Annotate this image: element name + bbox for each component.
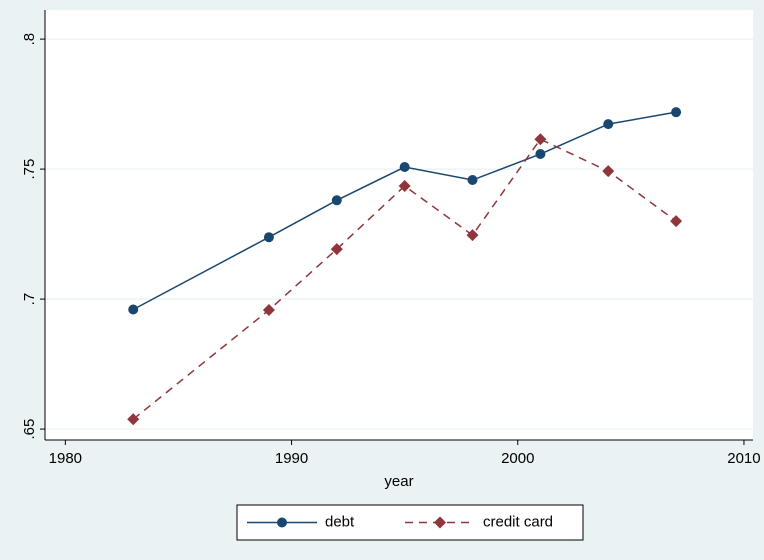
x-tick-label: 1990 xyxy=(275,450,308,467)
marker xyxy=(277,517,287,528)
marker xyxy=(434,516,446,529)
x-tick-label: 2000 xyxy=(501,450,534,467)
series-line xyxy=(132,111,677,311)
series-line xyxy=(132,138,677,420)
marker xyxy=(263,232,274,243)
marker xyxy=(399,162,410,173)
marker xyxy=(128,304,139,315)
marker xyxy=(467,175,478,186)
marker xyxy=(331,195,342,206)
marker xyxy=(262,304,275,317)
plot-area xyxy=(45,10,753,440)
marker xyxy=(670,215,683,228)
marker xyxy=(535,149,546,160)
marker xyxy=(127,413,140,426)
marker xyxy=(602,165,615,178)
x-tick-label: 1980 xyxy=(49,450,82,467)
x-tick-label: 2010 xyxy=(727,450,760,467)
marker xyxy=(534,133,547,146)
x-axis-title: year xyxy=(384,473,413,490)
y-tick-label: .7 xyxy=(21,293,38,306)
marker xyxy=(671,107,682,118)
marker xyxy=(330,243,343,256)
legend: debt credit card xyxy=(236,504,584,541)
y-tick-label: .65 xyxy=(21,419,38,440)
y-tick-label: .8 xyxy=(21,33,38,46)
marker xyxy=(603,119,614,130)
marker xyxy=(466,229,479,242)
legend-label: debt xyxy=(325,513,355,530)
legend-label: credit card xyxy=(483,513,553,530)
marker xyxy=(398,180,411,193)
y-tick-label: .75 xyxy=(21,159,38,180)
